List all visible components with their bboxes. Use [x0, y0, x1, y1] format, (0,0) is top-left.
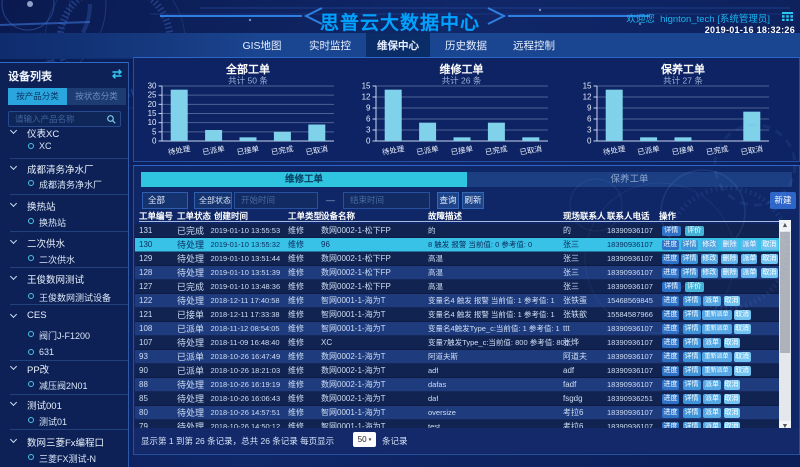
svg-text:6: 6	[587, 115, 592, 124]
svg-text:共计 50 条: 共计 50 条	[228, 76, 268, 86]
svg-text:已派单: 已派单	[636, 143, 660, 157]
svg-text:已取消: 已取消	[740, 143, 764, 157]
svg-text:0: 0	[587, 137, 592, 146]
svg-text:已取消: 已取消	[305, 143, 329, 157]
svg-text:保养工单: 保养工单	[660, 62, 705, 76]
svg-text:3: 3	[587, 126, 592, 135]
svg-text:6: 6	[366, 115, 371, 124]
svg-text:3: 3	[366, 126, 371, 135]
svg-text:已完成: 已完成	[705, 143, 729, 157]
svg-text:已接单: 已接单	[236, 143, 260, 157]
svg-text:已完成: 已完成	[270, 143, 294, 157]
svg-text:已派单: 已派单	[201, 143, 225, 157]
svg-text:已取消: 已取消	[519, 143, 543, 157]
svg-text:12: 12	[362, 93, 371, 102]
svg-text:9: 9	[366, 104, 371, 113]
svg-text:待处理: 待处理	[381, 143, 405, 157]
svg-text:共计 27 条: 共计 27 条	[663, 76, 703, 86]
svg-text:9: 9	[587, 104, 592, 113]
svg-text:0: 0	[366, 137, 371, 146]
svg-text:已完成: 已完成	[484, 143, 508, 157]
svg-text:12: 12	[583, 93, 592, 102]
svg-text:15: 15	[362, 82, 371, 91]
svg-text:0: 0	[152, 137, 157, 146]
svg-text:全部工单: 全部工单	[225, 62, 270, 76]
svg-text:已接单: 已接单	[450, 143, 474, 157]
svg-text:10: 10	[148, 118, 157, 127]
svg-text:已派单: 已派单	[415, 143, 439, 157]
svg-text:30: 30	[148, 82, 157, 91]
svg-text:25: 25	[148, 91, 157, 100]
svg-text:20: 20	[148, 100, 157, 109]
svg-text:待处理: 待处理	[167, 143, 191, 157]
svg-text:共计 26 条: 共计 26 条	[442, 76, 482, 86]
svg-text:15: 15	[583, 82, 592, 91]
svg-text:已接单: 已接单	[671, 143, 695, 157]
svg-text:5: 5	[152, 127, 157, 136]
svg-text:15: 15	[148, 109, 157, 118]
svg-text:维修工单: 维修工单	[440, 62, 484, 76]
svg-text:待处理: 待处理	[602, 143, 626, 157]
